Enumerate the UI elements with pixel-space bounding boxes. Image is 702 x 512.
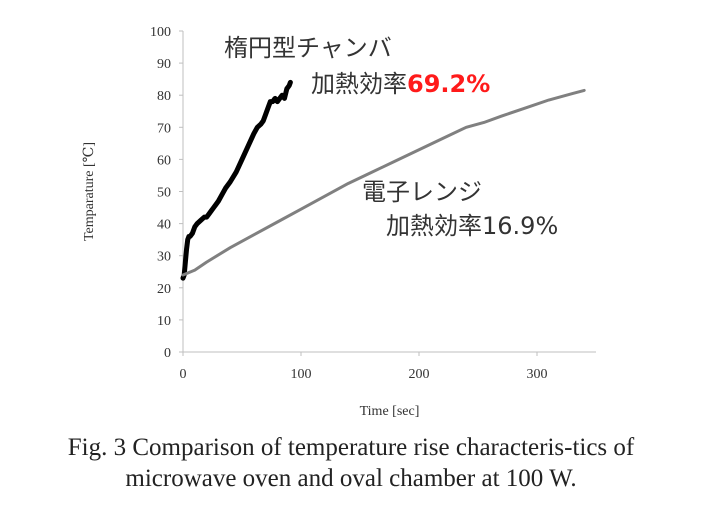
y-axis-title: Temparature [℃] <box>82 142 97 241</box>
x-tick-label: 300 <box>527 367 548 382</box>
y-tick-label: 20 <box>157 282 171 297</box>
figure-caption-line-2: microwave oven and oval chamber at 100 W… <box>125 465 577 492</box>
x-tick-label: 200 <box>409 367 430 382</box>
series-layer <box>180 79 586 281</box>
x-tick-label: 0 <box>180 367 187 382</box>
y-tick-label: 60 <box>157 153 171 168</box>
efficiency-value-microwave-oven: 16.9% <box>482 212 558 240</box>
series-label-oval-chamber: 楕円型チャンバ <box>224 34 392 62</box>
efficiency-value-oval-chamber: 69.2% <box>407 70 490 98</box>
figure-caption-line-1: Fig. 3 Comparison of temperature rise ch… <box>67 434 635 461</box>
y-tick-label: 30 <box>157 250 171 265</box>
efficiency-label-oval-chamber: 加熱効率 <box>311 70 407 98</box>
series-line-oval-chamber <box>180 79 293 281</box>
x-tick-label: 100 <box>291 367 312 382</box>
efficiency-annotation-oval-chamber: 加熱効率69.2% <box>311 70 490 98</box>
y-tick-label: 70 <box>157 121 171 136</box>
series-label-microwave-oven: 電子レンジ <box>362 178 482 206</box>
y-tick-label: 100 <box>150 25 171 40</box>
y-tick-label: 90 <box>157 57 171 72</box>
efficiency-label-microwave-oven: 加熱効率 <box>386 212 482 240</box>
y-tick-label: 10 <box>157 314 171 329</box>
y-tick-labels: 0 10 20 30 40 50 60 70 80 90 100 <box>150 25 183 361</box>
y-tick-label: 50 <box>157 186 171 201</box>
series-line-microwave-oven <box>181 88 586 277</box>
y-tick-label: 40 <box>157 218 171 233</box>
y-tick-label: 80 <box>157 89 171 104</box>
x-axis-title: Time [sec] <box>360 404 420 419</box>
y-tick-label: 0 <box>164 346 171 361</box>
x-tick-labels: 0 100 200 300 <box>180 352 548 382</box>
efficiency-annotation-microwave-oven: 加熱効率16.9% <box>386 212 558 240</box>
